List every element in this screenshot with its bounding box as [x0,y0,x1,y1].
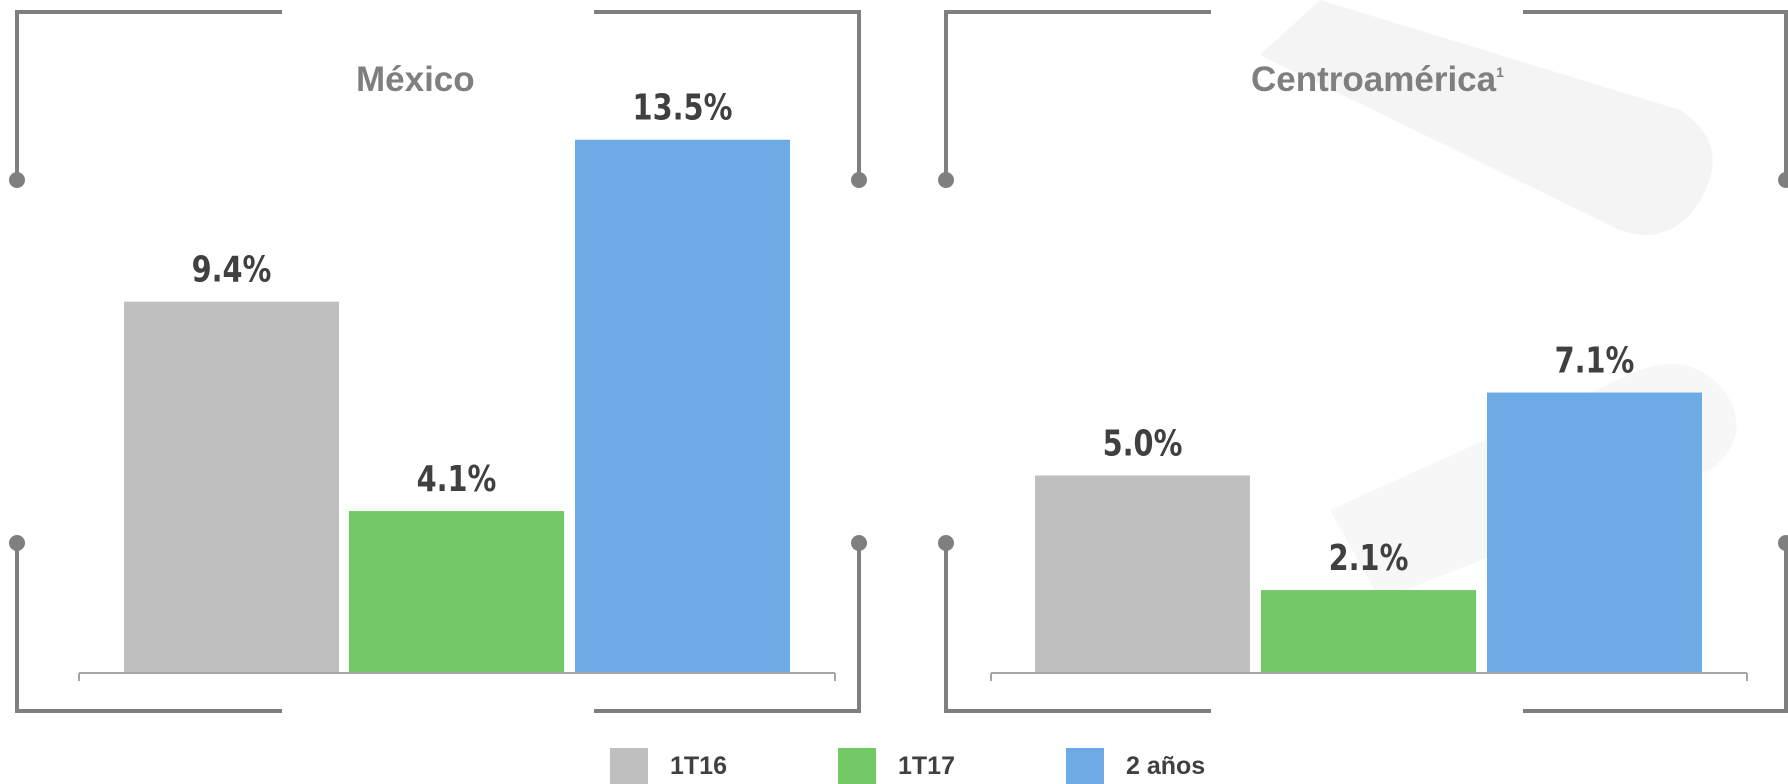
bracket-dot-top-left [938,172,954,188]
legend-item-1t16: 1T16 [610,748,727,784]
plot-mexico: 9.4% 4.1% 13.5% [78,87,836,681]
chart-title-mexico-text: México [356,60,475,99]
plot-centroamerica: 5.0% 2.1% 7.1% [990,339,1748,681]
data-label-mexico-0: 9.4% [192,249,272,291]
bracket-top-left [944,10,1211,180]
x-axis-mexico [78,672,836,681]
chart-title-mexico: México [356,60,475,100]
bracket-dot-bottom-left [9,535,25,551]
legend-swatch-2-anos [1066,748,1104,784]
data-label-mexico-1: 4.1% [417,458,497,500]
legend-label-2-anos: 2 años [1126,751,1206,780]
bracket-bottom-right [594,543,861,713]
data-label-mexico-2: 13.5% [633,87,733,129]
chart-title-centroamerica-text: Centroamérica [1251,60,1497,99]
data-label-centroamerica-0: 5.0% [1103,422,1183,464]
watermark-stroke-top [1260,0,1713,235]
legend-swatch-1t17 [838,748,876,784]
bracket-dot-top-right [1778,172,1788,188]
bar-centroamerica-0 [1035,475,1250,673]
bracket-top-right [1523,10,1788,180]
legend-item-2-anos: 2 años [1066,748,1205,784]
bracket-dot-bottom-right [851,535,867,551]
data-label-centroamerica-2: 7.1% [1555,339,1635,381]
bracket-bottom-left [944,543,1211,713]
bracket-dot-top-left [9,172,25,188]
bar-centroamerica-1 [1261,590,1476,673]
legend-item-1t17: 1T17 [838,748,955,784]
bracket-bottom-left [15,543,282,713]
bar-centroamerica-2 [1487,392,1702,673]
bracket-dot-top-right [851,172,867,188]
bracket-dot-bottom-right [1778,535,1788,551]
legend-label-1t17: 1T17 [898,751,955,780]
bar-mexico-2 [575,139,790,673]
chart-title-centroamerica: Centroamérica1 [1251,60,1504,100]
legend-label-1t16: 1T16 [670,751,727,780]
bracket-bottom-right [1523,543,1788,713]
x-axis-centroamerica [990,672,1748,681]
bar-mexico-1 [349,511,564,673]
bracket-dot-bottom-left [938,535,954,551]
data-label-centroamerica-1: 2.1% [1329,537,1409,579]
frame-bracket-centroamerica [938,10,1788,713]
frame-bracket-mexico [9,10,867,713]
bracket-top-left [15,10,282,180]
bracket-top-right [594,10,861,180]
bar-mexico-0 [124,301,339,673]
chart-title-centroamerica-footnote: 1 [1496,64,1504,80]
legend-swatch-1t16 [610,748,648,784]
